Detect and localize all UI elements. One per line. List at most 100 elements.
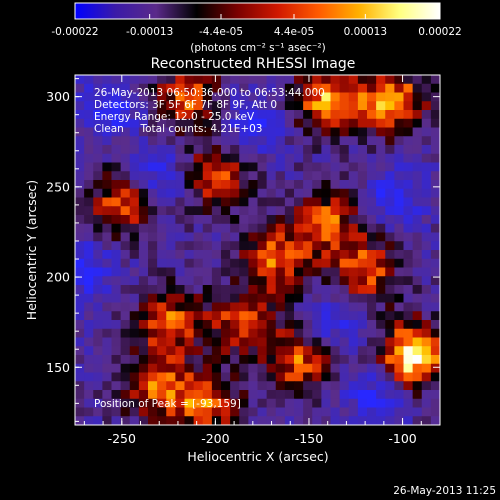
heatmap-cell bbox=[284, 311, 295, 321]
heatmap-cell bbox=[166, 215, 176, 225]
heatmap-cell bbox=[120, 136, 131, 146]
heatmap-cell bbox=[166, 223, 176, 233]
heatmap-cell bbox=[294, 127, 304, 137]
heatmap-cell bbox=[348, 92, 359, 102]
heatmap-cell bbox=[376, 398, 386, 408]
x-tick-label: -150 bbox=[295, 431, 323, 446]
heatmap-cell bbox=[403, 162, 414, 172]
heatmap-cell bbox=[394, 110, 404, 120]
heatmap-cell bbox=[385, 101, 395, 111]
heatmap-cell bbox=[184, 241, 195, 251]
heatmap-cell bbox=[284, 346, 295, 356]
heatmap-cell bbox=[394, 328, 404, 338]
heatmap-cell bbox=[330, 346, 341, 356]
heatmap-cell bbox=[421, 267, 432, 277]
heatmap-cell bbox=[111, 407, 122, 417]
heatmap-cell bbox=[111, 293, 122, 303]
heatmap-cell bbox=[339, 241, 350, 251]
heatmap-cell bbox=[257, 127, 268, 137]
heatmap-cell bbox=[221, 311, 231, 321]
heatmap-cell bbox=[321, 145, 331, 155]
heatmap-cell bbox=[248, 337, 258, 347]
heatmap-cell bbox=[138, 390, 149, 400]
heatmap-cell bbox=[138, 250, 149, 260]
heatmap-cell bbox=[294, 372, 304, 382]
heatmap-cell bbox=[330, 153, 341, 163]
heatmap-cell bbox=[166, 153, 176, 163]
heatmap-cell bbox=[221, 75, 231, 85]
heatmap-cell bbox=[339, 110, 350, 120]
heatmap-cell bbox=[339, 398, 350, 408]
heatmap-cell bbox=[102, 92, 112, 102]
heatmap-cell bbox=[357, 416, 368, 426]
heatmap-cell bbox=[376, 118, 386, 128]
heatmap-cell bbox=[403, 355, 414, 365]
heatmap-cell bbox=[321, 153, 331, 163]
heatmap-cell bbox=[412, 363, 423, 373]
heatmap-cell bbox=[193, 337, 204, 347]
heatmap-cell bbox=[430, 355, 441, 365]
heatmap-cell bbox=[357, 153, 368, 163]
heatmap-cell bbox=[193, 372, 204, 382]
heatmap-cell bbox=[148, 416, 158, 426]
heatmap-cell bbox=[148, 285, 158, 295]
heatmap-cell bbox=[430, 232, 441, 242]
heatmap-cell bbox=[421, 197, 432, 207]
heatmap-cell bbox=[93, 258, 103, 268]
heatmap-cell bbox=[312, 241, 322, 251]
heatmap-cell bbox=[129, 136, 140, 146]
heatmap-cell bbox=[385, 153, 395, 163]
heatmap-cell bbox=[394, 390, 404, 400]
heatmap-cell bbox=[294, 101, 304, 111]
heatmap-cell bbox=[111, 75, 122, 85]
heatmap-cell bbox=[84, 416, 94, 426]
heatmap-cell bbox=[138, 180, 149, 190]
heatmap-cell bbox=[430, 328, 441, 338]
heatmap-cell bbox=[403, 127, 414, 137]
heatmap-cell bbox=[184, 75, 195, 85]
heatmap-cell bbox=[385, 223, 395, 233]
heatmap-cell bbox=[257, 416, 268, 426]
heatmap-cell bbox=[211, 188, 222, 198]
heatmap-cell bbox=[266, 346, 277, 356]
heatmap-cell bbox=[221, 206, 231, 216]
heatmap-cell bbox=[239, 127, 249, 137]
heatmap-cell bbox=[148, 232, 158, 242]
heatmap-cell bbox=[303, 153, 313, 163]
heatmap-cell bbox=[339, 320, 350, 330]
heatmap-cell bbox=[257, 258, 268, 268]
heatmap-cell bbox=[312, 285, 322, 295]
heatmap-cell bbox=[266, 162, 277, 172]
heatmap-cell bbox=[84, 346, 94, 356]
heatmap-cell bbox=[385, 302, 395, 312]
heatmap-cell bbox=[412, 75, 423, 85]
heatmap-cell bbox=[148, 363, 158, 373]
heatmap-cell bbox=[330, 302, 341, 312]
heatmap-cell bbox=[193, 180, 204, 190]
heatmap-cell bbox=[339, 197, 350, 207]
heatmap-cell bbox=[303, 145, 313, 155]
heatmap-cell bbox=[221, 346, 231, 356]
heatmap-cell bbox=[239, 328, 249, 338]
heatmap-cell bbox=[138, 381, 149, 391]
heatmap-cell bbox=[385, 355, 395, 365]
heatmap-cell bbox=[403, 398, 414, 408]
heatmap-cell bbox=[394, 153, 404, 163]
heatmap-cell bbox=[93, 337, 103, 347]
heatmap-cell bbox=[403, 328, 414, 338]
heatmap-cell bbox=[312, 416, 322, 426]
heatmap-cell bbox=[221, 381, 231, 391]
heatmap-cell bbox=[248, 328, 258, 338]
heatmap-cell bbox=[412, 136, 423, 146]
heatmap-cell bbox=[202, 110, 213, 120]
heatmap-image bbox=[75, 75, 441, 426]
heatmap-cell bbox=[129, 206, 140, 216]
heatmap-cell bbox=[275, 328, 286, 338]
heatmap-cell bbox=[120, 372, 131, 382]
heatmap-cell bbox=[193, 355, 204, 365]
heatmap-cell bbox=[157, 145, 167, 155]
heatmap-cell bbox=[148, 171, 158, 181]
heatmap-cell bbox=[275, 153, 286, 163]
heatmap-cell bbox=[284, 328, 295, 338]
